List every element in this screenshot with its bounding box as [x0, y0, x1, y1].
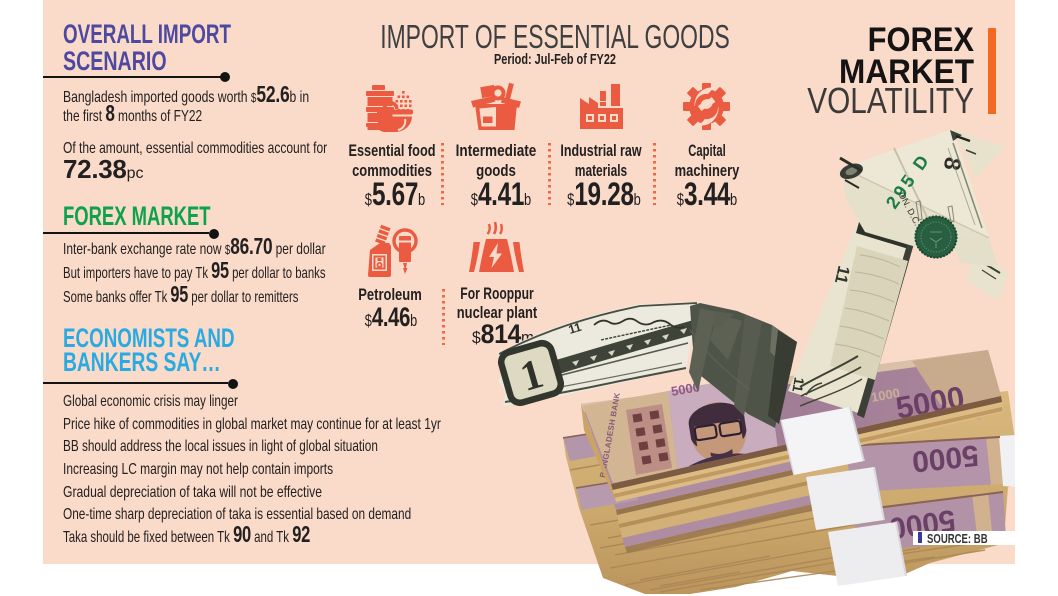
- svg-text:5000: 5000: [670, 379, 701, 399]
- svg-text:8: 8: [939, 155, 967, 172]
- svg-text:11: 11: [789, 376, 807, 394]
- svg-text:1000: 1000: [870, 385, 901, 405]
- svg-text:11: 11: [567, 320, 584, 337]
- svg-text:5000: 5000: [910, 438, 980, 478]
- svg-text:11: 11: [831, 264, 854, 286]
